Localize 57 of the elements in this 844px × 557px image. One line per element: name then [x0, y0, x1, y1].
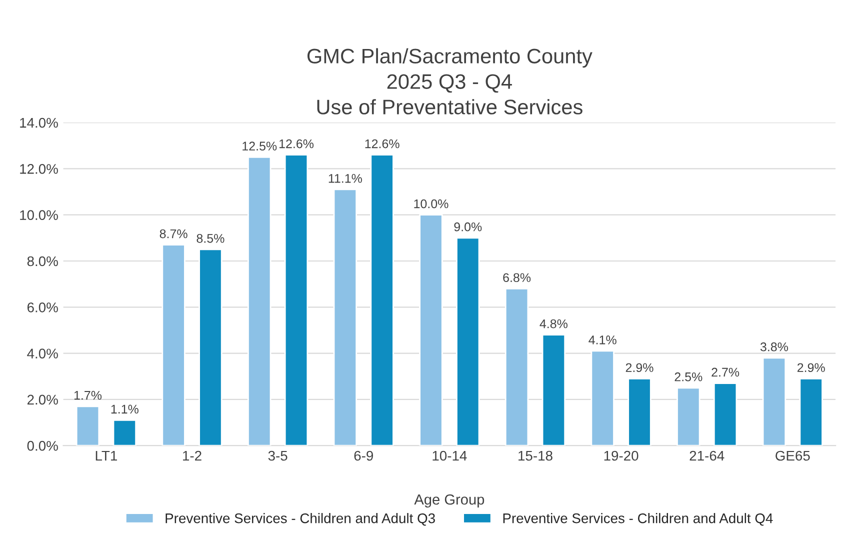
data-label: 2.7% — [712, 368, 740, 377]
data-label: 2.9% — [626, 363, 654, 372]
data-label: 11.1% — [328, 174, 362, 183]
data-label: 12.5% — [242, 142, 277, 151]
data-label: 2.9% — [797, 363, 825, 372]
bar — [76, 406, 100, 446]
data-label: 12.6% — [280, 139, 314, 148]
data-label: 3.8% — [760, 342, 788, 352]
data-label: 6.8% — [503, 273, 531, 282]
data-label: 4.8% — [540, 319, 568, 328]
legend-label: Preventive Services - Children and Adult Q4 — [503, 513, 773, 526]
bar — [248, 156, 272, 446]
y-tick-label: 0.0% — [27, 440, 58, 451]
data-label: 9.0% — [454, 222, 482, 232]
x-tick-label: 21-64 — [690, 450, 724, 461]
legend-label: Preventive Services - Children and Adult Q3 — [166, 513, 435, 526]
x-tick-label: 10-14 — [432, 450, 467, 461]
bar — [370, 154, 394, 446]
bar — [284, 154, 308, 446]
bar — [162, 244, 186, 446]
bar — [713, 382, 738, 446]
data-label: 1.7% — [74, 390, 102, 400]
bar — [762, 357, 786, 446]
bar — [504, 288, 529, 446]
bar — [456, 237, 480, 446]
bar — [112, 420, 136, 446]
data-label: 12.6% — [365, 139, 400, 148]
data-label: 2.5% — [674, 372, 702, 382]
y-tick-label: 8.0% — [27, 256, 58, 266]
bar — [676, 387, 700, 446]
data-label: 1.1% — [111, 404, 138, 414]
y-tick-label: 14.0% — [20, 118, 58, 128]
bar — [333, 188, 358, 446]
chart-title: GMC Plan/Sacramento County 2025 Q3 - Q4 Use of Preventative Services — [307, 48, 592, 114]
x-tick-label: 1-2 — [183, 450, 202, 461]
bar — [419, 214, 443, 446]
y-tick-label: 10.0% — [20, 210, 58, 220]
y-tick-label: 6.0% — [27, 302, 58, 312]
bar — [799, 378, 823, 446]
x-tick-label: 6-9 — [354, 450, 374, 461]
y-tick-label: 4.0% — [27, 348, 58, 358]
data-label: 4.1% — [588, 336, 616, 344]
x-tick-label: 19-20 — [604, 450, 638, 461]
bar — [198, 248, 222, 446]
data-label: 10.0% — [414, 199, 448, 208]
y-tick-label: 2.0% — [27, 394, 58, 405]
x-tick-label: 3-5 — [268, 450, 288, 461]
x-tick-label: GE65 — [776, 450, 810, 461]
bar — [542, 334, 566, 446]
x-tick-label: LT1 — [96, 450, 117, 461]
bar — [590, 350, 614, 446]
data-label: 8.7% — [160, 229, 188, 238]
x-tick-label: 15-18 — [518, 450, 552, 461]
x-axis-title: Age Group — [414, 494, 484, 508]
y-tick-label: 12.0% — [20, 164, 58, 174]
bar — [628, 378, 652, 446]
data-label: 8.5% — [196, 234, 224, 243]
